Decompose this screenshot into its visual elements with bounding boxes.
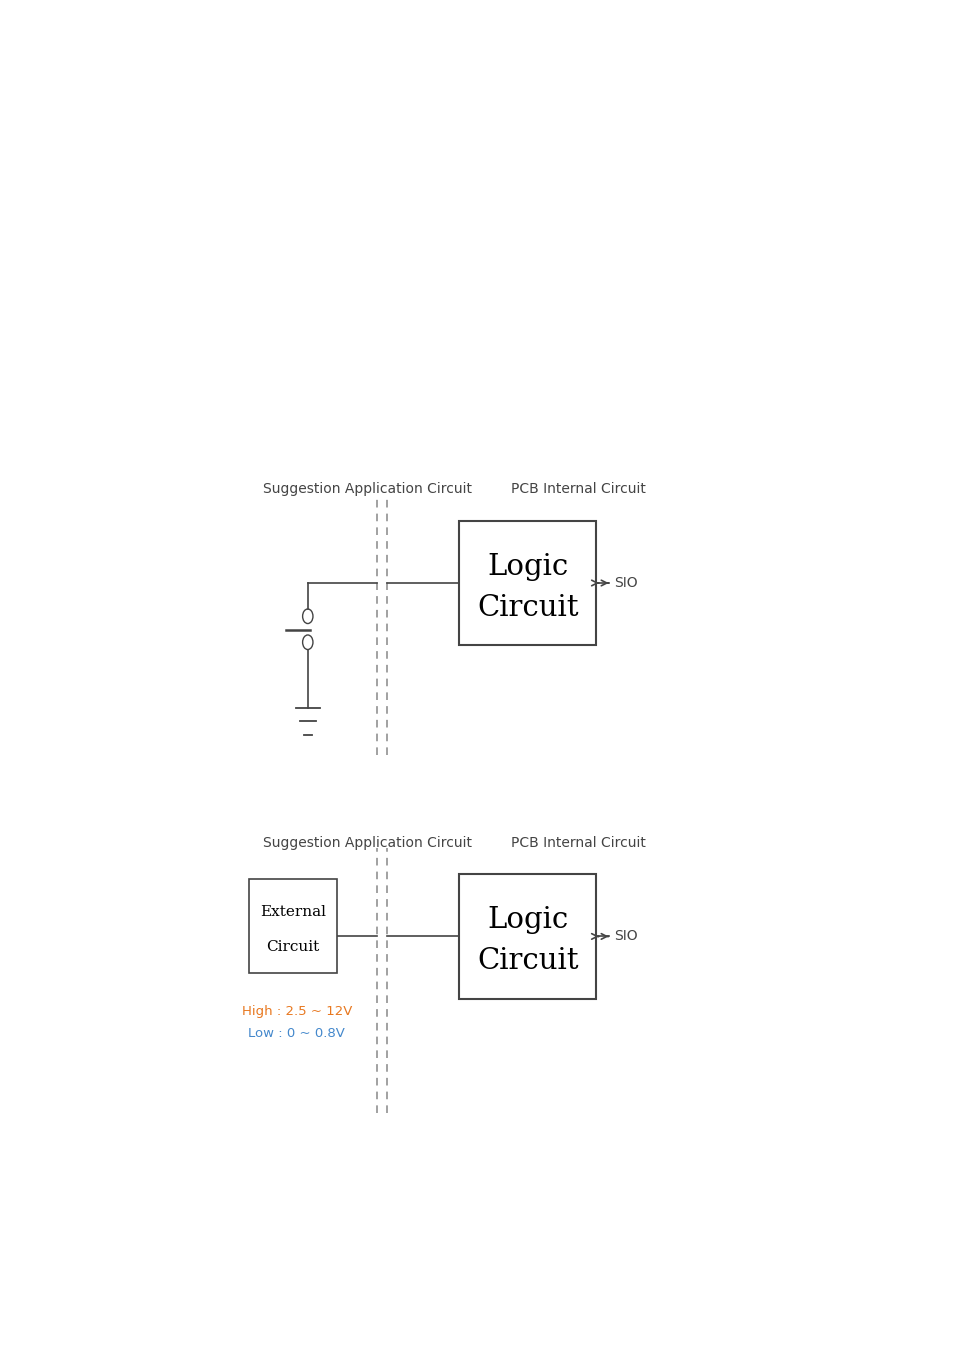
- Text: Logic: Logic: [487, 552, 568, 580]
- Text: PCB Internal Circuit: PCB Internal Circuit: [511, 482, 645, 497]
- Text: Suggestion Application Circuit: Suggestion Application Circuit: [263, 836, 472, 850]
- Text: Low : 0 ~ 0.8V: Low : 0 ~ 0.8V: [248, 1026, 345, 1040]
- Text: SIO: SIO: [614, 929, 638, 944]
- Bar: [249, 879, 337, 973]
- Text: High : 2.5 ~ 12V: High : 2.5 ~ 12V: [241, 1004, 352, 1018]
- Text: External: External: [260, 904, 326, 919]
- Text: Circuit: Circuit: [266, 940, 319, 953]
- Bar: [459, 521, 596, 645]
- Text: Suggestion Application Circuit: Suggestion Application Circuit: [263, 482, 472, 497]
- Text: SIO: SIO: [614, 576, 638, 590]
- Text: Circuit: Circuit: [476, 594, 578, 622]
- Bar: [459, 873, 596, 999]
- Text: Circuit: Circuit: [476, 948, 578, 976]
- Text: PCB Internal Circuit: PCB Internal Circuit: [511, 836, 645, 850]
- Text: Logic: Logic: [487, 906, 568, 934]
